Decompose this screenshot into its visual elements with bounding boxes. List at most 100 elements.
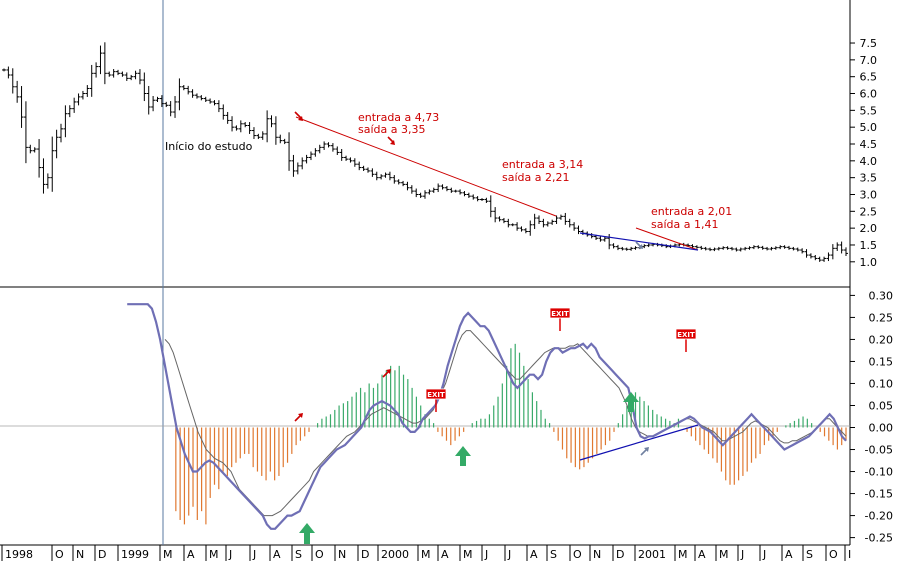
ohlc-bar [379, 174, 384, 180]
price-tick-label: 2.5 [860, 205, 878, 218]
ohlc-bar [41, 158, 46, 194]
ohlc-bar [694, 245, 699, 249]
ohlc-bar [765, 246, 770, 251]
ohlc-bar [558, 214, 563, 220]
ohlc-bar [488, 195, 493, 218]
ohlc-bar [813, 254, 818, 261]
x-tick-label: J [507, 548, 511, 561]
ohlc-bar [611, 243, 616, 249]
price-tick-label: 4.5 [860, 138, 878, 151]
ohlc-bar [344, 155, 349, 161]
ohlc-bar [519, 226, 524, 232]
trade-3-exit-label: saída a 1,41 [651, 218, 718, 231]
x-tick-label: J [740, 548, 744, 561]
ohlc-bar [808, 253, 813, 259]
ohlc-bar [50, 136, 55, 192]
ohlc-bar [554, 215, 559, 225]
ohlc-bar [642, 244, 647, 249]
x-tick-label: A [530, 548, 538, 561]
ohlc-bar [19, 86, 24, 128]
x-tick-label: M [209, 548, 219, 561]
ohlc-bar [287, 132, 292, 171]
ohlc-bar [129, 74, 134, 81]
ohlc-bar [23, 101, 28, 164]
ohlc-bar [751, 245, 756, 250]
red-arrow-3 [294, 413, 303, 422]
ohlc-bar [98, 45, 103, 75]
ohlc-bar [317, 144, 322, 154]
price-ohlc-bars [2, 42, 848, 262]
ohlc-bar [273, 116, 278, 145]
ohlc-bar [120, 71, 125, 77]
ohlc-bar [791, 246, 796, 251]
price-tick-label: 6.0 [860, 88, 878, 101]
price-tick-label: 6.5 [860, 71, 878, 84]
ohlc-bar [208, 98, 213, 104]
ohlc-bar [80, 90, 85, 100]
price-tick-label: 1.5 [860, 239, 878, 252]
ohlc-bar [475, 196, 480, 202]
ohlc-bar [67, 105, 72, 118]
ohlc-bar [480, 198, 485, 201]
ohlc-bar [212, 100, 217, 106]
ohlc-bar [365, 167, 370, 173]
ohlc-bar [497, 216, 502, 222]
ohlc-bar [493, 207, 498, 223]
ohlc-bar [607, 234, 612, 250]
ohlc-bar [414, 188, 419, 198]
indicator-tick-label: -0.20 [865, 510, 893, 523]
ohlc-bar [10, 68, 15, 94]
ohlc-bar [54, 129, 59, 159]
x-tick-label: O [55, 548, 64, 561]
red-arrow-2 [387, 136, 395, 145]
ohlc-bar [545, 221, 550, 227]
ohlc-bar [32, 147, 37, 153]
ohlc-bar [690, 244, 695, 249]
ohlc-bar [159, 95, 164, 108]
ohlc-bar [537, 215, 542, 225]
svg-text:EXIT: EXIT [427, 391, 445, 399]
x-tick-label: 2000 [381, 548, 409, 561]
indicator-tick-label: 0.20 [869, 333, 894, 346]
ohlc-bar [374, 171, 379, 181]
price-tick-label: 5.5 [860, 104, 878, 117]
ohlc-bar [278, 134, 283, 144]
ohlc-bar [795, 247, 800, 252]
x-tick-label: J [252, 548, 256, 561]
ohlc-bar [624, 247, 629, 251]
price-tick-label: 2.0 [860, 222, 878, 235]
ohlc-bar [116, 69, 121, 76]
ohlc-bar [786, 245, 791, 250]
x-tick-label: O [573, 548, 582, 561]
indicator-tick-label: -0.15 [865, 488, 893, 501]
ohlc-bar [37, 139, 42, 178]
exit-marker-1: EXIT [425, 388, 447, 412]
indicator-tick-label: 0.15 [869, 355, 894, 368]
ohlc-bar [85, 85, 90, 97]
ohlc-bar [756, 245, 761, 249]
ohlc-bar [427, 189, 432, 195]
trade-1-entry-label: entrada a 4,73 [358, 111, 439, 124]
trade-1-exit-label: saída a 3,35 [358, 123, 425, 136]
ohlc-bar [348, 157, 353, 163]
ohlc-bar [423, 190, 427, 199]
ohlc-bar [146, 85, 151, 115]
ohlc-bar [304, 154, 309, 164]
ohlc-bar [620, 246, 625, 251]
ohlc-bar [598, 236, 603, 242]
ohlc-bar [449, 187, 454, 193]
exit-marker-2: EXIT [549, 307, 571, 331]
ohlc-bar [256, 133, 261, 140]
ohlc-bar [357, 161, 362, 171]
ohlc-bar [782, 245, 787, 249]
ohlc-bar [506, 218, 511, 228]
red-arrow-1 [294, 111, 303, 121]
x-tick-label: N [338, 548, 346, 561]
x-tick-label: M [163, 548, 173, 561]
ohlc-bar [94, 62, 99, 78]
ohlc-bar [186, 85, 191, 95]
ohlc-bar [230, 116, 235, 132]
ohlc-bar [308, 151, 313, 161]
ohlc-bar [76, 93, 81, 106]
